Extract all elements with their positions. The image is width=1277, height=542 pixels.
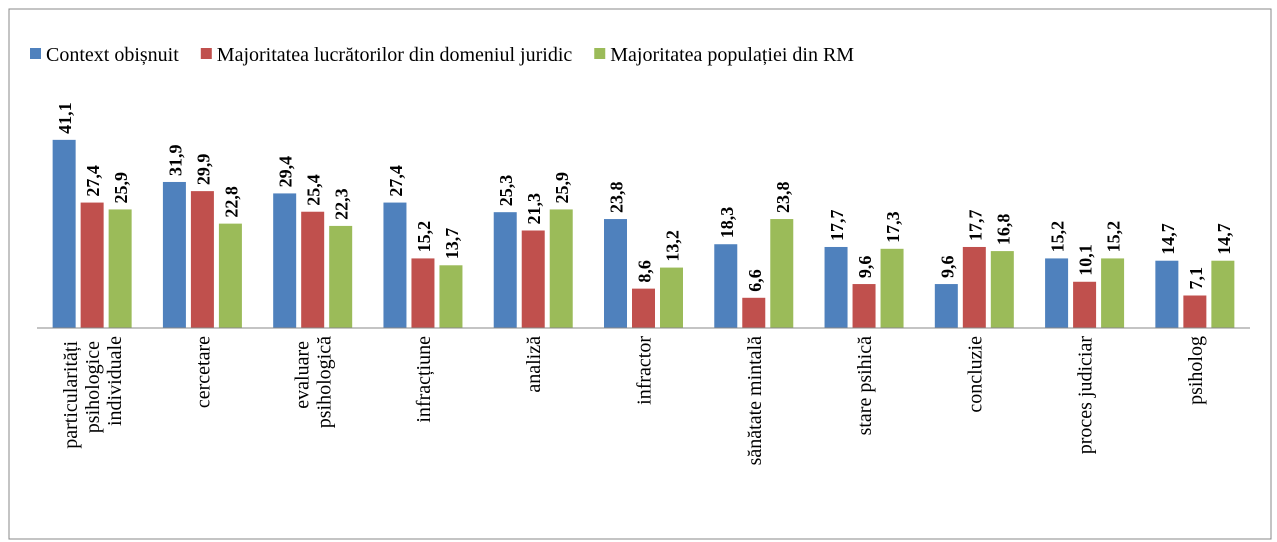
data-label: 13,2 (663, 230, 683, 262)
x-tick-label: concluzie (964, 336, 986, 413)
data-label: 16,8 (993, 214, 1013, 245)
data-label: 9,6 (855, 256, 875, 279)
bar (1073, 281, 1097, 328)
data-label: 9,6 (937, 256, 957, 279)
legend-swatch (594, 48, 606, 59)
bar (714, 244, 738, 328)
data-label: 29,4 (276, 156, 296, 188)
data-label: 25,9 (552, 172, 572, 204)
bar (852, 284, 876, 328)
x-tick-label: psiholog (1185, 336, 1207, 405)
bar (273, 193, 297, 328)
bar (80, 202, 104, 328)
bar (934, 284, 958, 328)
x-tick-label: sănătate mintală (744, 336, 766, 466)
x-tick-label: infractor (634, 336, 656, 405)
data-label: 6,6 (745, 269, 765, 292)
data-label: 17,7 (827, 209, 847, 241)
data-label: 17,7 (965, 209, 985, 241)
data-label: 31,9 (165, 144, 185, 176)
data-label: 21,3 (524, 193, 544, 225)
data-label: 18,3 (717, 207, 737, 239)
data-label: 15,2 (1104, 221, 1124, 253)
data-label: 17,3 (883, 211, 903, 243)
bar (190, 191, 214, 328)
data-label: 22,3 (332, 188, 352, 220)
data-label: 8,6 (635, 260, 655, 283)
bar (660, 267, 683, 328)
data-label: 29,9 (193, 154, 213, 186)
bar (411, 258, 435, 328)
data-label: 25,4 (304, 174, 324, 206)
legend-swatch (200, 48, 212, 59)
data-label: 10,1 (1076, 244, 1096, 276)
bar (493, 212, 517, 328)
data-label: 23,8 (773, 182, 793, 214)
bar (1183, 295, 1207, 328)
x-tick-label: analiză (523, 336, 545, 393)
bar (1211, 260, 1235, 328)
bar (329, 225, 353, 328)
data-label: 25,9 (111, 172, 131, 203)
data-label: 13,7 (442, 228, 462, 260)
x-tick-label: particularități psihologice individuale (60, 336, 126, 449)
data-label: 15,2 (414, 221, 434, 253)
bar (1045, 258, 1069, 328)
data-label: 27,4 (386, 165, 406, 197)
data-label: 14,7 (1158, 223, 1178, 255)
bar (632, 288, 655, 328)
bar (52, 139, 76, 328)
bar (990, 251, 1014, 328)
bar (162, 181, 186, 328)
data-label: 14,7 (1214, 223, 1234, 255)
bar (439, 265, 463, 328)
bar (962, 246, 986, 328)
bar (383, 202, 407, 328)
bar (521, 230, 545, 328)
bar (549, 209, 573, 328)
data-label: 41,1 (55, 102, 75, 134)
bar (218, 223, 242, 328)
bar (604, 219, 627, 328)
data-label: 23,8 (607, 182, 627, 214)
data-label: 22,8 (221, 186, 241, 218)
bar (301, 211, 325, 328)
bar (742, 297, 766, 328)
bar (108, 209, 132, 328)
x-tick-label: infracțiune (413, 336, 435, 423)
legend-label: Majoritatea lucrătorilor din domeniul ju… (217, 44, 573, 66)
bar (1155, 260, 1179, 328)
data-label: 15,2 (1048, 221, 1068, 253)
bar (1101, 258, 1125, 328)
data-label: 27,4 (83, 165, 103, 196)
x-tick-label: cercetare (192, 336, 214, 408)
legend-label: Majoritatea populației din RM (610, 44, 854, 66)
data-label: 7,1 (1186, 267, 1206, 290)
legend-swatch (30, 48, 41, 59)
x-tick-label: proces judiciar (1075, 336, 1097, 455)
bar (770, 219, 794, 328)
x-tick-label: stare psihică (854, 336, 876, 436)
x-tick-label: evaluare psihologică (292, 336, 336, 428)
bar (824, 246, 848, 328)
bar (880, 248, 904, 328)
legend-label: Context obișnuit (46, 44, 179, 66)
data-label: 25,3 (496, 175, 516, 207)
